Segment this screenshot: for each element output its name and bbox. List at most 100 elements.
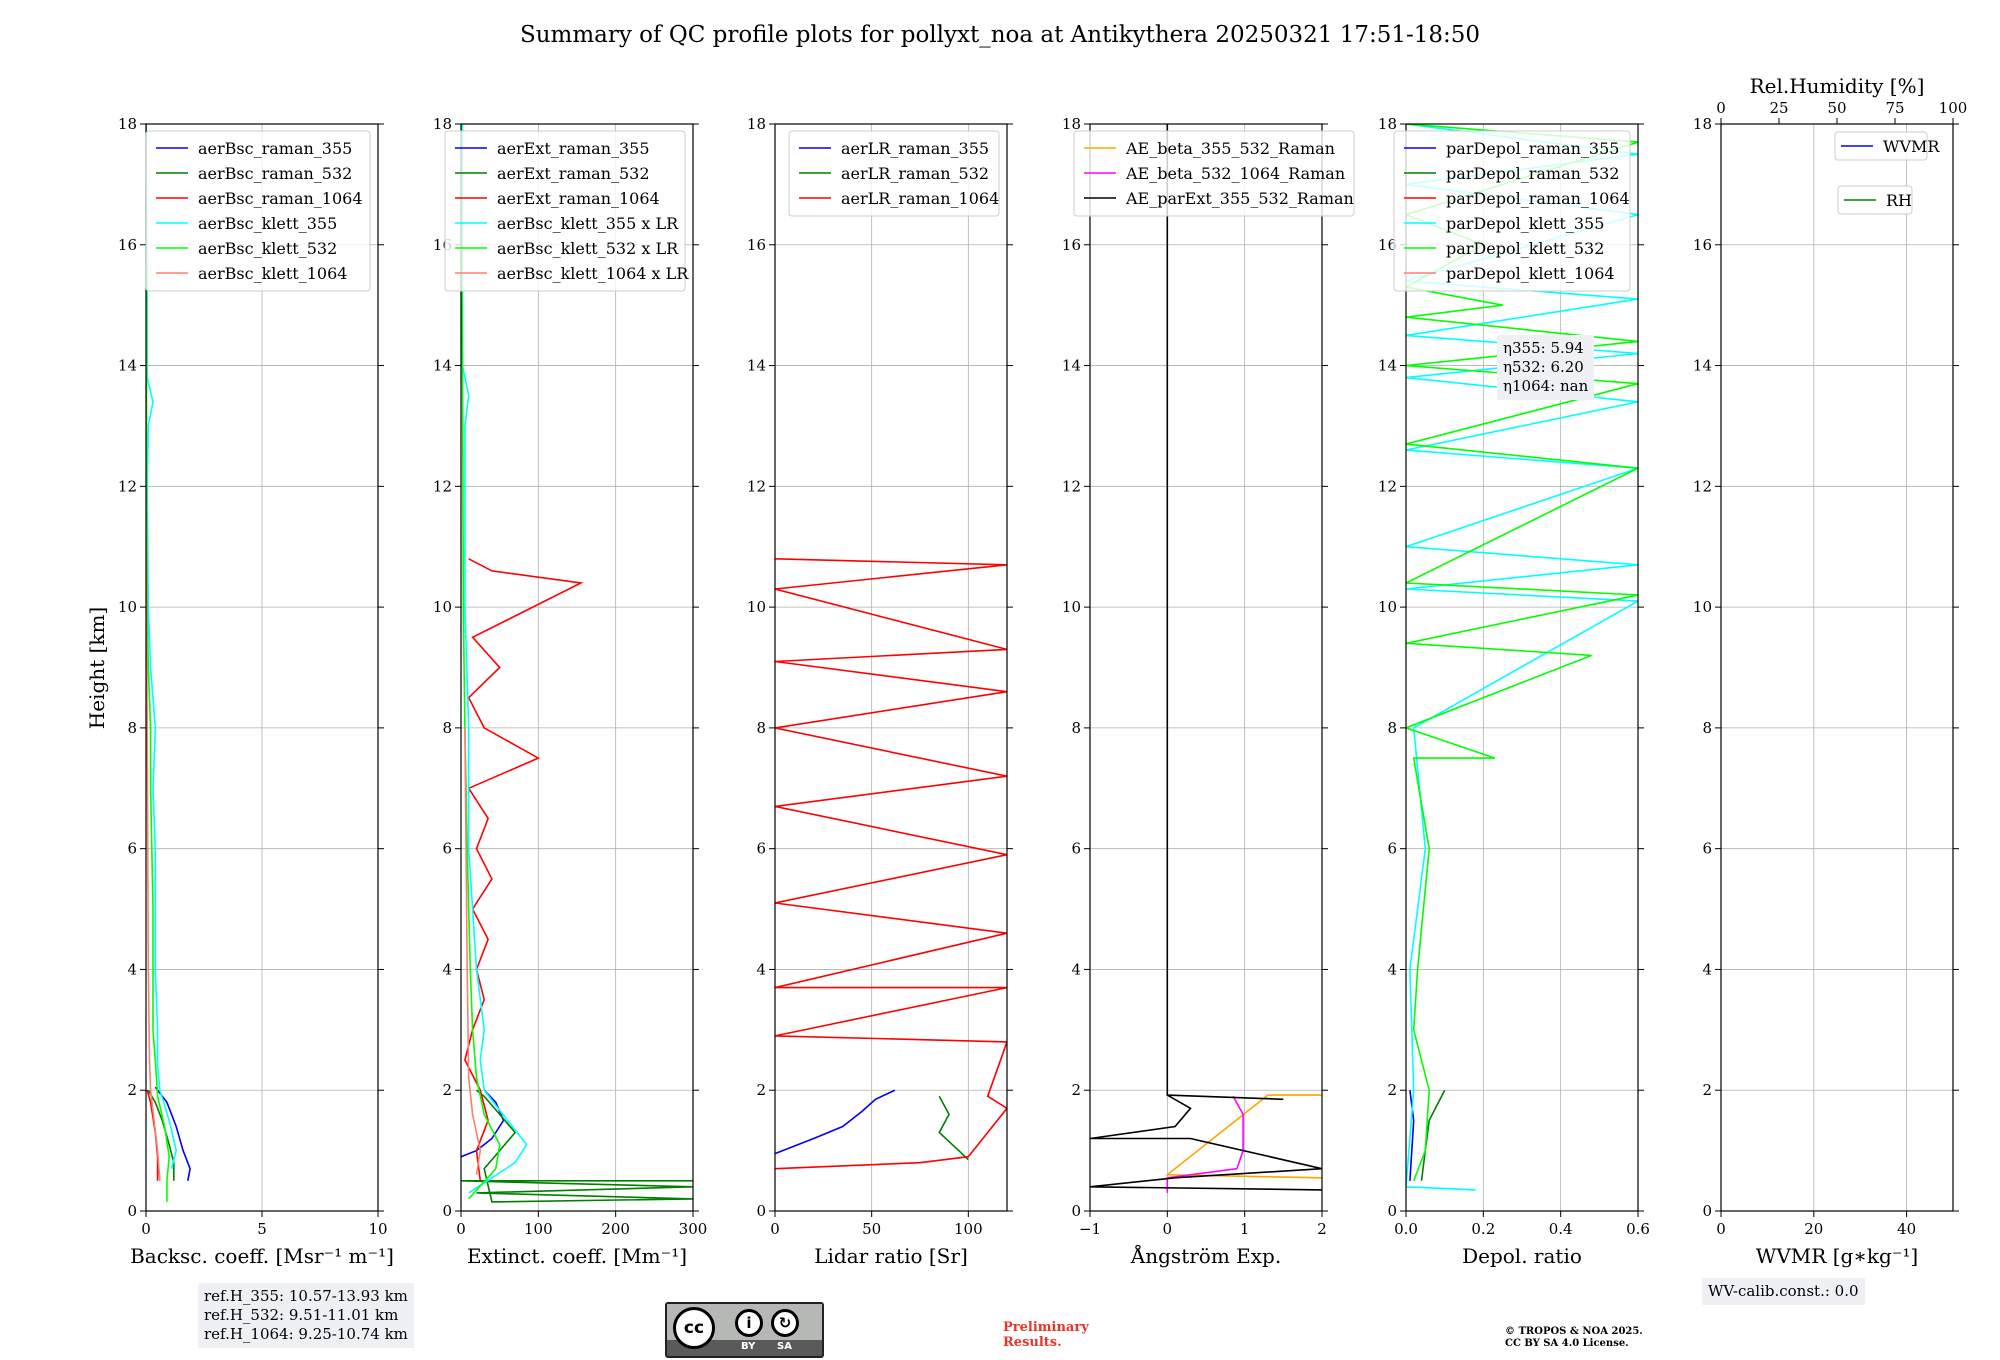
figure-title: Summary of QC profile plots for pollyxt_… xyxy=(519,22,1481,48)
y-tick-label: 4 xyxy=(1387,960,1397,978)
legend-label: AE_beta_355_532_Raman xyxy=(1125,139,1335,158)
series-line-AE_beta_355_532_Raman xyxy=(1165,1094,1322,1179)
series-line-aerBsc_raman_355 xyxy=(154,1086,191,1181)
y-tick-label: 2 xyxy=(756,1081,766,1099)
legend-label: parDepol_raman_355 xyxy=(1446,139,1619,158)
x-tick-label: −1 xyxy=(1079,1220,1101,1238)
y-tick-label: 0 xyxy=(756,1202,766,1220)
axes-frame xyxy=(460,123,694,1212)
y-tick-label: 6 xyxy=(1071,840,1081,858)
y-tick-label: 14 xyxy=(433,357,452,375)
ref-height-532: ref.H_532: 9.51-11.01 km xyxy=(204,1306,399,1324)
copyright-line-2: CC BY SA 4.0 License. xyxy=(1505,1338,1629,1349)
x-tick-label: 40 xyxy=(1897,1220,1916,1238)
x-axis-label: Lidar ratio [Sr] xyxy=(814,1244,968,1268)
series-line-parDepol_klett_532 xyxy=(1406,124,1638,1182)
y-tick-label: 8 xyxy=(1702,719,1712,737)
y-tick-label: 14 xyxy=(118,357,137,375)
eta-355: η355: 5.94 xyxy=(1503,339,1584,357)
x-tick-label: 0.6 xyxy=(1626,1220,1650,1238)
panel-5: 0 2 4 6 8 10 12 14 16 18 0.0 0.2 0.4 0.6 Depol. ratio p… xyxy=(1378,115,1650,1268)
legend-label: aerBsc_raman_355 xyxy=(198,139,352,158)
y-tick-label: 16 xyxy=(1693,236,1712,254)
legend-label: aerBsc_klett_1064 xyxy=(198,264,347,283)
legend-label: aerBsc_raman_532 xyxy=(198,164,352,183)
y-tick-label: 16 xyxy=(1062,236,1081,254)
y-tick-label: 6 xyxy=(1387,840,1397,858)
y-tick-label: 14 xyxy=(1378,357,1397,375)
eta-532: η532: 6.20 xyxy=(1503,358,1584,376)
x-axis-label: WVMR [g∗kg⁻¹] xyxy=(1756,1244,1918,1268)
y-tick-label: 4 xyxy=(442,960,452,978)
y-tick-label: 18 xyxy=(747,115,766,133)
person-icon: i xyxy=(735,1309,763,1337)
y-tick-label: 0 xyxy=(1387,1202,1397,1220)
y-tick-label: 10 xyxy=(1062,598,1081,616)
y-tick-label: 18 xyxy=(433,115,452,133)
axes-frame xyxy=(1405,123,1639,1212)
legend-label: parDepol_klett_355 xyxy=(1446,214,1604,233)
legend-label: AE_beta_532_1064_Raman xyxy=(1125,164,1345,183)
x-tick-label: 5 xyxy=(257,1220,267,1238)
y-tick-label: 12 xyxy=(1693,477,1712,495)
y-tick-label: 10 xyxy=(1693,598,1712,616)
eta-1064: η1064: nan xyxy=(1503,377,1589,395)
legend-label: parDepol_raman_1064 xyxy=(1446,189,1630,208)
y-tick-label: 10 xyxy=(747,598,766,616)
legend-box xyxy=(444,130,686,292)
top-x-tick-label: 100 xyxy=(1939,99,1968,117)
y-tick-label: 10 xyxy=(1378,598,1397,616)
preliminary-line-2: Results. xyxy=(1003,1335,1062,1350)
legend-label: aerLR_raman_1064 xyxy=(841,189,999,208)
y-tick-label: 12 xyxy=(118,477,137,495)
y-tick-label: 12 xyxy=(1378,477,1397,495)
y-tick-label: 16 xyxy=(1378,236,1397,254)
y-tick-label: 18 xyxy=(1378,115,1397,133)
top-x-axis-label: Rel.Humidity [%] xyxy=(1750,74,1925,98)
x-tick-label: 100 xyxy=(954,1220,983,1238)
y-tick-label: 16 xyxy=(747,236,766,254)
y-tick-label: 2 xyxy=(127,1081,137,1099)
y-tick-label: 0 xyxy=(1071,1202,1081,1220)
x-axis-label: Backsc. coeff. [Msr⁻¹ m⁻¹] xyxy=(130,1244,394,1268)
x-tick-label: 0 xyxy=(141,1220,151,1238)
legend-label: aerBsc_klett_1064 x LR xyxy=(497,264,689,283)
series-line-aerBsc_klett_355 x LR xyxy=(461,124,528,1194)
y-tick-label: 10 xyxy=(118,598,137,616)
legend-label: aerLR_raman_532 xyxy=(841,164,989,183)
top-x-tick-label: 25 xyxy=(1769,99,1788,117)
cc-by-sa-logo: cc i ↻ BY SA xyxy=(665,1302,824,1358)
share-alike-icon: ↻ xyxy=(771,1309,799,1337)
y-tick-label: 8 xyxy=(127,719,137,737)
wv-calibration-box: WV-calib.const.: 0.0 xyxy=(1702,1278,1865,1305)
legend-label: parDepol_klett_1064 xyxy=(1446,264,1615,283)
y-tick-label: 6 xyxy=(756,840,766,858)
legend-box xyxy=(788,130,1000,217)
x-tick-label: 10 xyxy=(368,1220,387,1238)
cc-icon: cc xyxy=(673,1307,715,1349)
y-tick-label: 6 xyxy=(442,840,452,858)
legend-label: RH xyxy=(1886,191,1912,210)
legend-box xyxy=(1834,131,1928,161)
series-line-aerExt_raman_532 xyxy=(461,1089,693,1203)
x-tick-label: 300 xyxy=(679,1220,708,1238)
legend-label: aerBsc_klett_532 x LR xyxy=(497,239,679,258)
x-tick-label: 20 xyxy=(1804,1220,1823,1238)
series-line-aerLR_raman_355 xyxy=(775,1089,896,1155)
y-tick-label: 18 xyxy=(1062,115,1081,133)
cc-sa-label: SA xyxy=(777,1341,792,1352)
legend-box xyxy=(1073,130,1355,217)
y-tick-label: 4 xyxy=(1702,960,1712,978)
legend-label: AE_parExt_355_532_Raman xyxy=(1125,189,1354,208)
legend-label: aerBsc_klett_532 xyxy=(198,239,337,258)
legend-label: aerExt_raman_1064 xyxy=(497,189,660,208)
copyright-line-1: © TROPOS & NOA 2025. xyxy=(1505,1326,1643,1337)
top-x-tick-label: 50 xyxy=(1827,99,1846,117)
y-tick-label: 6 xyxy=(127,840,137,858)
panel-1: 0 2 4 6 8 10 12 14 16 18 0 5 10 Backsc. coeff. [Msr⁻¹… xyxy=(118,115,394,1268)
series-line-aerBsc_klett_532 x LR xyxy=(461,124,501,1200)
x-tick-label: 0 xyxy=(1163,1220,1173,1238)
